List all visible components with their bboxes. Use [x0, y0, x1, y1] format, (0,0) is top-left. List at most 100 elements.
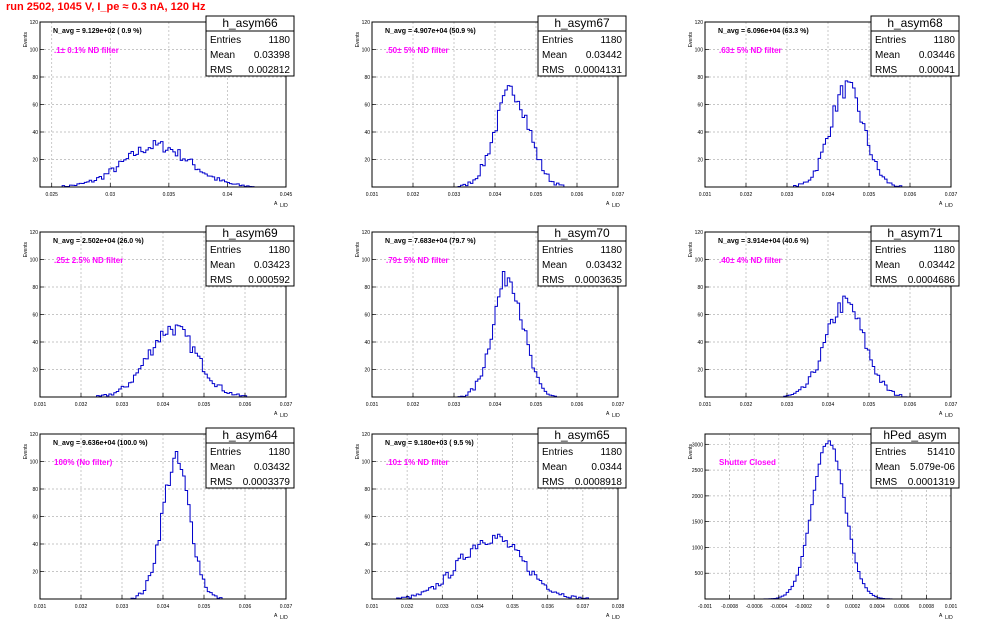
y-axis-title: Events — [355, 444, 361, 460]
histogram-name: hPed_asym — [883, 428, 946, 442]
stats-label: RMS — [210, 65, 233, 76]
x-tick-label: 0.033 — [116, 604, 129, 610]
y-tick-label: 80 — [364, 487, 370, 493]
x-tick-label: 0.025 — [45, 192, 58, 198]
histogram-name: h_asym68 — [887, 16, 943, 30]
x-tick-label: 0.037 — [577, 604, 590, 610]
y-tick-label: 60 — [32, 515, 38, 521]
y-tick-label: 80 — [32, 75, 38, 81]
stats-label: RMS — [542, 65, 565, 76]
x-tick-label: 0.034 — [822, 192, 835, 198]
y-tick-label: 40 — [364, 130, 370, 136]
y-axis-title: Events — [23, 444, 29, 460]
stats-label: Entries — [210, 35, 241, 46]
navg-annotation: N_avg = 4.907e+04 (50.9 %) — [385, 28, 476, 35]
stats-box — [537, 15, 627, 77]
stats-label: Mean — [210, 260, 235, 271]
stats-value: 0.0003379 — [243, 477, 291, 488]
histogram-panel-h_asym68: 0.031 0.032 0.033 0.034 0.035 0.036 0.037 20 40 6… — [688, 15, 960, 209]
y-tick-label: 120 — [695, 20, 704, 26]
y-axis-title: Events — [688, 32, 694, 48]
x-tick-label: 0.031 — [699, 192, 712, 198]
x-axis-subscript: L/D — [280, 615, 288, 621]
x-tick-label: -0.0006 — [746, 604, 763, 610]
y-tick-label: 500 — [695, 571, 704, 577]
x-tick-label: 0.037 — [280, 402, 293, 408]
stats-value: 0.0001319 — [908, 477, 956, 488]
stats-label: Mean — [875, 462, 900, 473]
y-tick-label: 120 — [30, 432, 39, 438]
stats-value: 0.0008918 — [575, 477, 623, 488]
stats-label: Mean — [875, 50, 900, 61]
stats-label: Mean — [210, 462, 235, 473]
stats-value: 0.0344 — [591, 462, 622, 473]
histogram-name: h_asym70 — [554, 226, 610, 240]
histogram-line — [372, 533, 618, 600]
y-tick-label: 1500 — [692, 520, 703, 526]
x-tick-label: 0.031 — [366, 192, 379, 198]
x-tick-label: 0.034 — [157, 604, 170, 610]
x-tick-label: 0.033 — [781, 192, 794, 198]
stats-label: Mean — [542, 260, 567, 271]
x-tick-label: -0.0002 — [795, 604, 812, 610]
x-tick-label: 0.034 — [822, 402, 835, 408]
y-tick-label: 80 — [697, 75, 703, 81]
stats-value: 0.03442 — [919, 260, 956, 271]
x-tick-label: 0.036 — [571, 192, 584, 198]
x-tick-label: 0.031 — [34, 604, 47, 610]
x-axis-title: A — [939, 411, 943, 417]
x-tick-label: 0.036 — [239, 402, 252, 408]
navg-annotation: N_avg = 6.096e+04 (63.3 %) — [718, 28, 809, 35]
stats-label: Entries — [210, 447, 241, 458]
stats-value: 0.0004131 — [575, 65, 623, 76]
stats-value: 0.00041 — [919, 65, 956, 76]
filter-annotation: .10± 1% ND filter — [386, 458, 449, 467]
y-tick-label: 20 — [32, 158, 38, 164]
stats-value: 1180 — [933, 245, 955, 256]
x-tick-label: 0.031 — [366, 604, 379, 610]
histogram-panel-h_asym71: 0.031 0.032 0.033 0.034 0.035 0.036 0.037 20 40 6… — [688, 225, 960, 419]
histogram-panel-h_asym65: 0.031 0.032 0.033 0.034 0.035 0.036 0.037 0.038… — [355, 427, 627, 621]
y-tick-label: 120 — [695, 230, 704, 236]
y-tick-label: 80 — [364, 285, 370, 291]
stats-value: 0.0003635 — [575, 275, 623, 286]
stats-value: 5.079e-06 — [910, 462, 955, 473]
x-tick-label: 0.032 — [401, 604, 414, 610]
stats-label: RMS — [210, 275, 233, 286]
page-title: run 2502, 1045 V, I_pe ≈ 0.3 nA, 120 Hz — [6, 1, 206, 13]
y-tick-label: 20 — [32, 368, 38, 374]
y-tick-label: 100 — [695, 258, 704, 264]
y-tick-label: 60 — [697, 313, 703, 319]
x-axis-title: A — [939, 201, 943, 207]
x-axis-title: A — [606, 201, 610, 207]
x-tick-label: 0.0002 — [845, 604, 861, 610]
stats-label: Mean — [875, 260, 900, 271]
x-tick-label: 0.032 — [740, 192, 753, 198]
y-tick-label: 3000 — [692, 442, 703, 448]
x-tick-label: 0.034 — [489, 192, 502, 198]
x-axis-subscript: L/D — [612, 413, 620, 419]
navg-annotation: N_avg = 9.129e+02 ( 0.9 %) — [53, 28, 142, 35]
stats-box — [205, 15, 295, 77]
stats-box — [537, 225, 627, 287]
y-tick-label: 60 — [364, 103, 370, 109]
y-tick-label: 80 — [32, 487, 38, 493]
y-tick-label: 100 — [695, 48, 704, 54]
x-axis-title: A — [606, 613, 610, 619]
y-axis-title: Events — [23, 242, 29, 258]
x-tick-label: 0.035 — [198, 402, 211, 408]
y-tick-label: 20 — [697, 368, 703, 374]
y-tick-label: 120 — [30, 230, 39, 236]
histogram-panel-h_asym69: 0.031 0.032 0.033 0.034 0.035 0.036 0.037 20 40 6… — [23, 225, 295, 419]
y-tick-label: 100 — [362, 48, 371, 54]
x-tick-label: 0.036 — [904, 192, 917, 198]
stats-label: RMS — [875, 477, 898, 488]
histogram-panel-h_asym67: 0.031 0.032 0.033 0.034 0.035 0.036 0.037 20 40 6… — [355, 15, 627, 209]
y-tick-label: 20 — [697, 158, 703, 164]
stats-value: 1180 — [933, 35, 955, 46]
histogram-name: h_asym66 — [222, 16, 278, 30]
x-tick-label: 0.036 — [904, 402, 917, 408]
x-tick-label: 0.037 — [612, 402, 625, 408]
x-tick-label: 0.037 — [945, 192, 958, 198]
